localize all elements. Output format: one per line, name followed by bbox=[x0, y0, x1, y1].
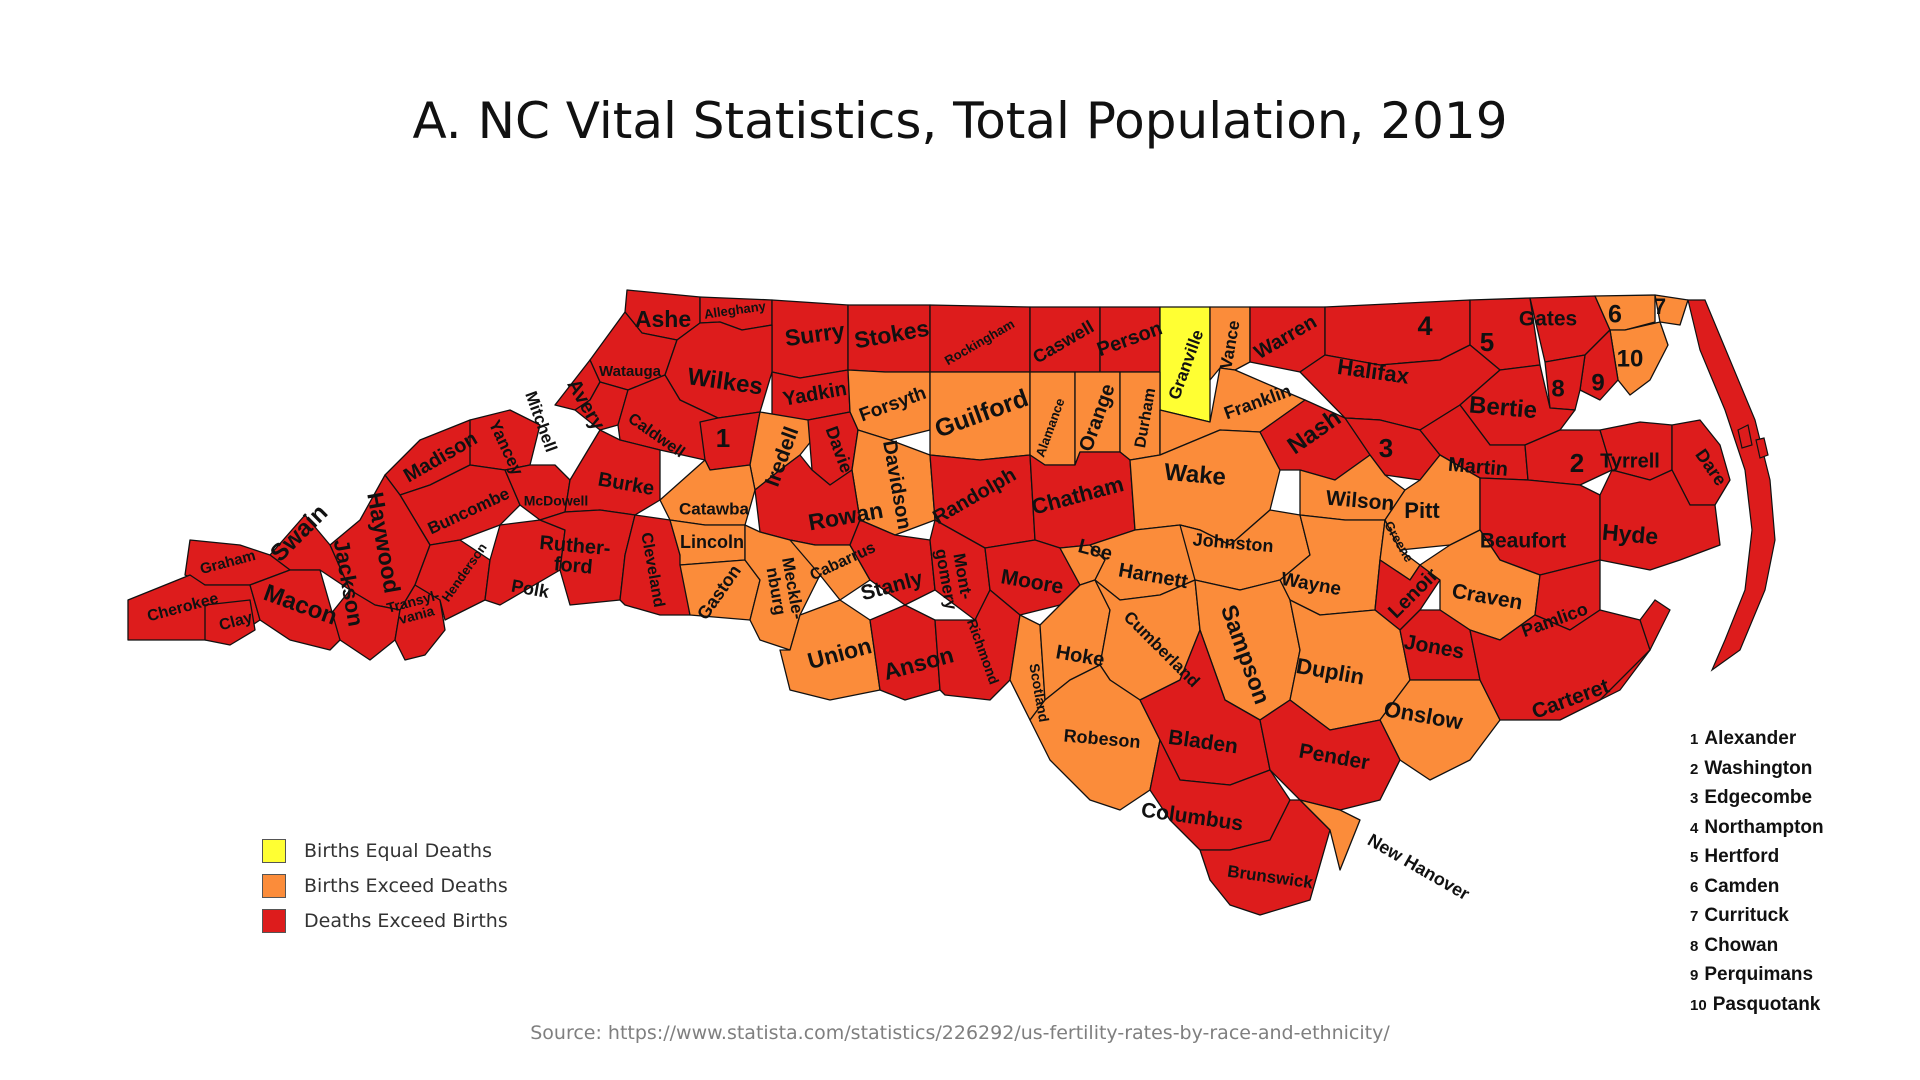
key-number: 10 bbox=[1690, 996, 1707, 1014]
legend-item-equal: Births Equal Deaths bbox=[262, 833, 508, 868]
county-label: Watauga bbox=[599, 363, 662, 380]
county-label: 3 bbox=[1379, 433, 1393, 463]
legend-label: Births Exceed Deaths bbox=[304, 874, 508, 897]
legend: Births Equal Deaths Births Exceed Deaths… bbox=[262, 833, 508, 938]
county-pender bbox=[1259, 699, 1401, 811]
key-county-name: Chowan bbox=[1704, 934, 1779, 956]
key-item: 10 Pasquotank bbox=[1690, 994, 1824, 1024]
key-county-name: Edgecombe bbox=[1704, 787, 1813, 808]
county-label: Beaufort bbox=[1480, 530, 1566, 553]
key-item: 5 Hertford bbox=[1690, 846, 1824, 876]
key-county-name: Currituck bbox=[1704, 905, 1789, 926]
key-item: 9 Perquimans bbox=[1690, 964, 1824, 994]
county-henderson bbox=[414, 539, 491, 621]
key-county-name: Pasquotank bbox=[1712, 993, 1821, 1015]
legend-item-births-exceed: Births Exceed Deaths bbox=[262, 868, 508, 903]
legend-swatch-deaths-exceed bbox=[262, 908, 286, 933]
county-hyde bbox=[1599, 469, 1721, 571]
county-label: Meckle-nburg bbox=[761, 556, 807, 624]
legend-item-deaths-exceed: Deaths Exceed Births bbox=[262, 903, 508, 938]
legend-swatch-equal bbox=[262, 838, 286, 863]
county-label: 5 bbox=[1480, 327, 1494, 357]
key-number: 1 bbox=[1690, 731, 1699, 748]
key-number: 2 bbox=[1690, 760, 1699, 778]
key-item: 6 Camden bbox=[1690, 876, 1824, 906]
key-item: 8 Chowan bbox=[1690, 935, 1824, 965]
key-item: 1 Alexander bbox=[1690, 728, 1824, 758]
key-county-name: Northampton bbox=[1704, 816, 1824, 838]
key-number: 5 bbox=[1690, 849, 1699, 866]
county-clay bbox=[204, 599, 256, 646]
county-label: Martin bbox=[1447, 454, 1509, 481]
county-label: Bertie bbox=[1468, 391, 1538, 424]
county-label: Pitt bbox=[1404, 498, 1440, 523]
key-number: 3 bbox=[1690, 790, 1699, 807]
county-label: Polk bbox=[510, 576, 552, 602]
coastline-segment bbox=[1687, 299, 1776, 672]
county-label: McDowell bbox=[524, 493, 589, 509]
key-item: 3 Edgecombe bbox=[1690, 787, 1824, 817]
key-county-name: Washington bbox=[1704, 757, 1813, 779]
legend-label: Births Equal Deaths bbox=[304, 839, 492, 862]
county-label: 2 bbox=[1570, 448, 1584, 478]
key-county-name: Camden bbox=[1704, 875, 1780, 897]
county-label: 6 bbox=[1608, 301, 1622, 329]
coastline-segment bbox=[1737, 424, 1753, 449]
source-citation: Source: https://www.statista.com/statist… bbox=[530, 1022, 1390, 1044]
key-number: 7 bbox=[1690, 908, 1699, 925]
key-county-name: Alexander bbox=[1704, 728, 1797, 749]
key-number: 9 bbox=[1690, 967, 1699, 984]
county-label: 10 bbox=[1617, 345, 1644, 372]
county-macon bbox=[249, 569, 341, 651]
county-label: 4 bbox=[1417, 311, 1432, 341]
key-number: 4 bbox=[1690, 819, 1699, 837]
county-8 bbox=[1544, 354, 1586, 411]
county-label: Gates bbox=[1519, 308, 1577, 331]
county-label: 1 bbox=[716, 423, 730, 453]
coastline-segment bbox=[1755, 437, 1769, 459]
county-transyl-vania bbox=[394, 584, 446, 661]
county-7 bbox=[1654, 294, 1689, 326]
map-title: A. NC Vital Statistics, Total Population… bbox=[412, 92, 1508, 150]
key-county-name: Hertford bbox=[1704, 846, 1780, 867]
legend-label: Deaths Exceed Births bbox=[304, 909, 508, 932]
county-label: Ruther-ford bbox=[537, 532, 611, 580]
county-label: Lincoln bbox=[680, 532, 744, 552]
county-label: New Hanover bbox=[1364, 830, 1473, 904]
county-label: 7 bbox=[1654, 294, 1666, 319]
county-label: 9 bbox=[1591, 369, 1604, 396]
county-regions bbox=[127, 289, 1731, 916]
key-number: 8 bbox=[1690, 937, 1699, 955]
county-label: Ashe bbox=[635, 306, 691, 332]
county-label: Catawba bbox=[679, 499, 749, 518]
key-county-name: Perquimans bbox=[1704, 964, 1814, 985]
key-item: 2 Washington bbox=[1690, 758, 1824, 788]
key-number: 6 bbox=[1690, 878, 1699, 896]
legend-swatch-births-exceed bbox=[262, 873, 286, 898]
county-new-hanover bbox=[1299, 799, 1361, 871]
county-10 bbox=[1609, 321, 1669, 396]
county-label: Tyrrell bbox=[1600, 450, 1660, 472]
county-label: 8 bbox=[1551, 375, 1564, 402]
key-item: 4 Northampton bbox=[1690, 817, 1824, 847]
key-item: 7 Currituck bbox=[1690, 905, 1824, 935]
county-carteret bbox=[1469, 609, 1651, 721]
county-number-key: 1 Alexander 2 Washington 3 Edgecombe 4 North… bbox=[1690, 728, 1824, 1023]
county-label: Hyde bbox=[1601, 519, 1659, 550]
county-label: Wake bbox=[1163, 459, 1227, 491]
